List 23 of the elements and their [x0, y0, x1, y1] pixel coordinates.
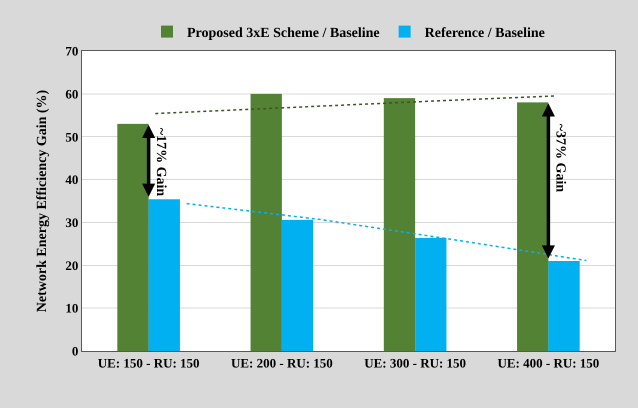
- bar: [117, 124, 149, 351]
- x-tick-label: UE: 300 - RU: 150: [364, 356, 466, 371]
- y-tick-label: 60: [65, 86, 78, 102]
- bar: [384, 98, 416, 351]
- line-series: [154, 95, 556, 114]
- y-tick-label: 50: [65, 129, 78, 144]
- bar: [148, 199, 180, 351]
- bar: [250, 94, 282, 351]
- y-axis-title: Network Energy Efficiency Gain (%): [35, 89, 50, 312]
- y-tick-label: 40: [65, 172, 78, 188]
- y-tick-label: 30: [65, 214, 78, 230]
- x-tick-label: UE: 200 - RU: 150: [230, 356, 333, 371]
- y-tick-label: 10: [65, 300, 78, 316]
- x-tick-label: UE: 150 - RU: 150: [98, 356, 200, 371]
- y-tick-label: 70: [65, 44, 78, 59]
- legend-label: Proposed 3xE Scheme / Baseline: [187, 26, 380, 42]
- annotation: ~17% Gain: [153, 128, 168, 196]
- legend-label: Reference / Baseline: [424, 26, 545, 42]
- y-tick-label: 0: [72, 344, 78, 359]
- annotation: ~37% Gain: [552, 124, 568, 192]
- y-tick-label: 20: [65, 258, 78, 273]
- x-tick-label: UE: 400 - RU: 150: [497, 356, 600, 371]
- bar: [517, 102, 548, 351]
